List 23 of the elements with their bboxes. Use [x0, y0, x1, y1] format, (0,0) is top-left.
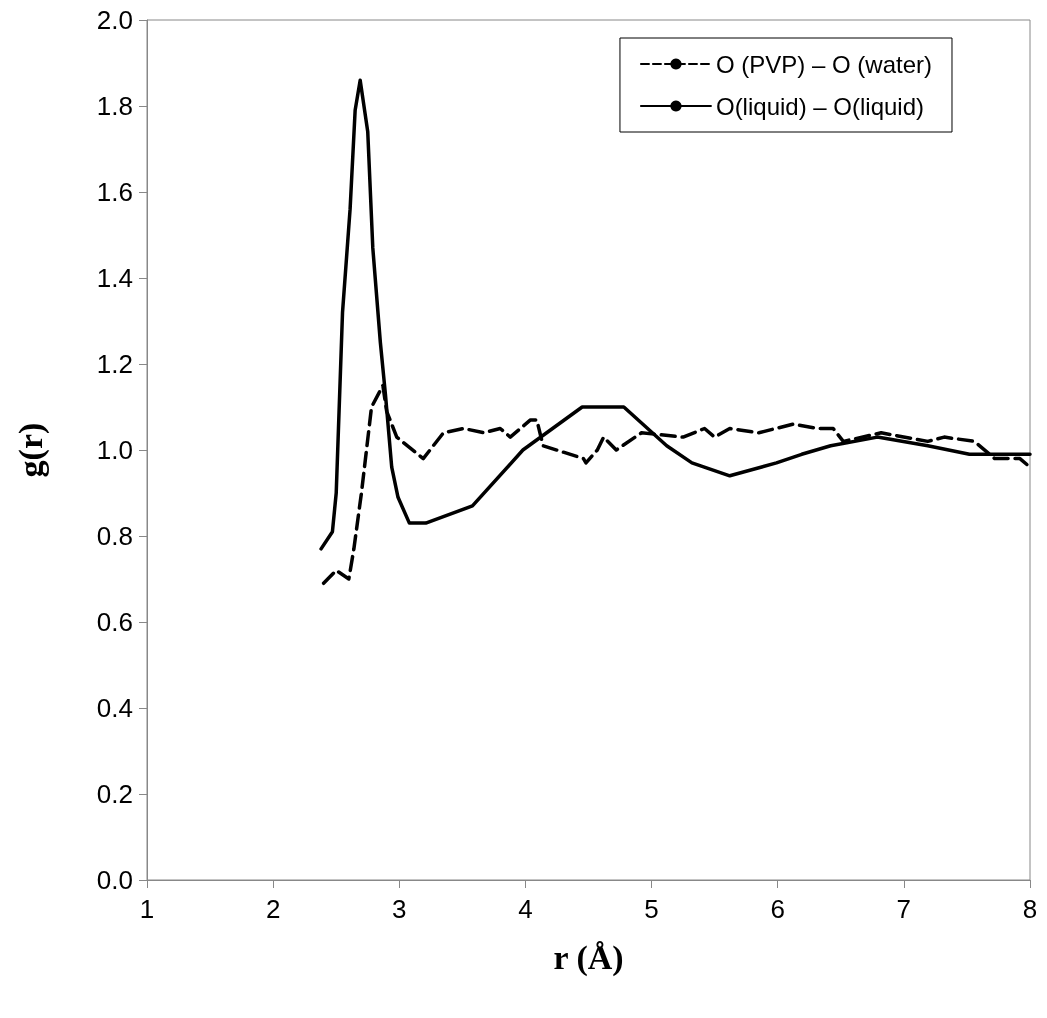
legend-label: O(liquid) – O(liquid): [715, 92, 925, 120]
y-tick-label: 1.8: [96, 91, 133, 121]
x-axis-title: r (Å): [553, 938, 624, 977]
x-tick-label: 1: [139, 894, 155, 924]
y-tick-label: 1.6: [96, 177, 133, 207]
x-tick-label: 6: [770, 894, 785, 924]
y-tick-label: 1.4: [96, 263, 133, 293]
y-tick-label: 2.0: [96, 5, 133, 35]
y-tick-label: 0.4: [96, 693, 133, 723]
y-tick-label: 0.6: [96, 607, 133, 637]
y-tick-label: 0.8: [96, 521, 133, 551]
x-tick-label: 4: [518, 894, 533, 924]
x-tick-label: 3: [392, 894, 407, 924]
x-tick-label: 8: [1022, 894, 1038, 924]
y-axis-title: g(r): [11, 422, 50, 478]
x-tick-label: 7: [896, 894, 912, 924]
y-tick-label: 1.2: [96, 349, 133, 379]
y-tick-label: 0.0: [96, 865, 133, 895]
legend-label: O (PVP) – O (water): [715, 50, 933, 78]
x-tick-label: 2: [265, 894, 281, 924]
x-tick-label: 5: [644, 894, 659, 924]
y-tick-label: 0.2: [96, 779, 133, 809]
y-tick-label: 1.0: [96, 435, 133, 465]
